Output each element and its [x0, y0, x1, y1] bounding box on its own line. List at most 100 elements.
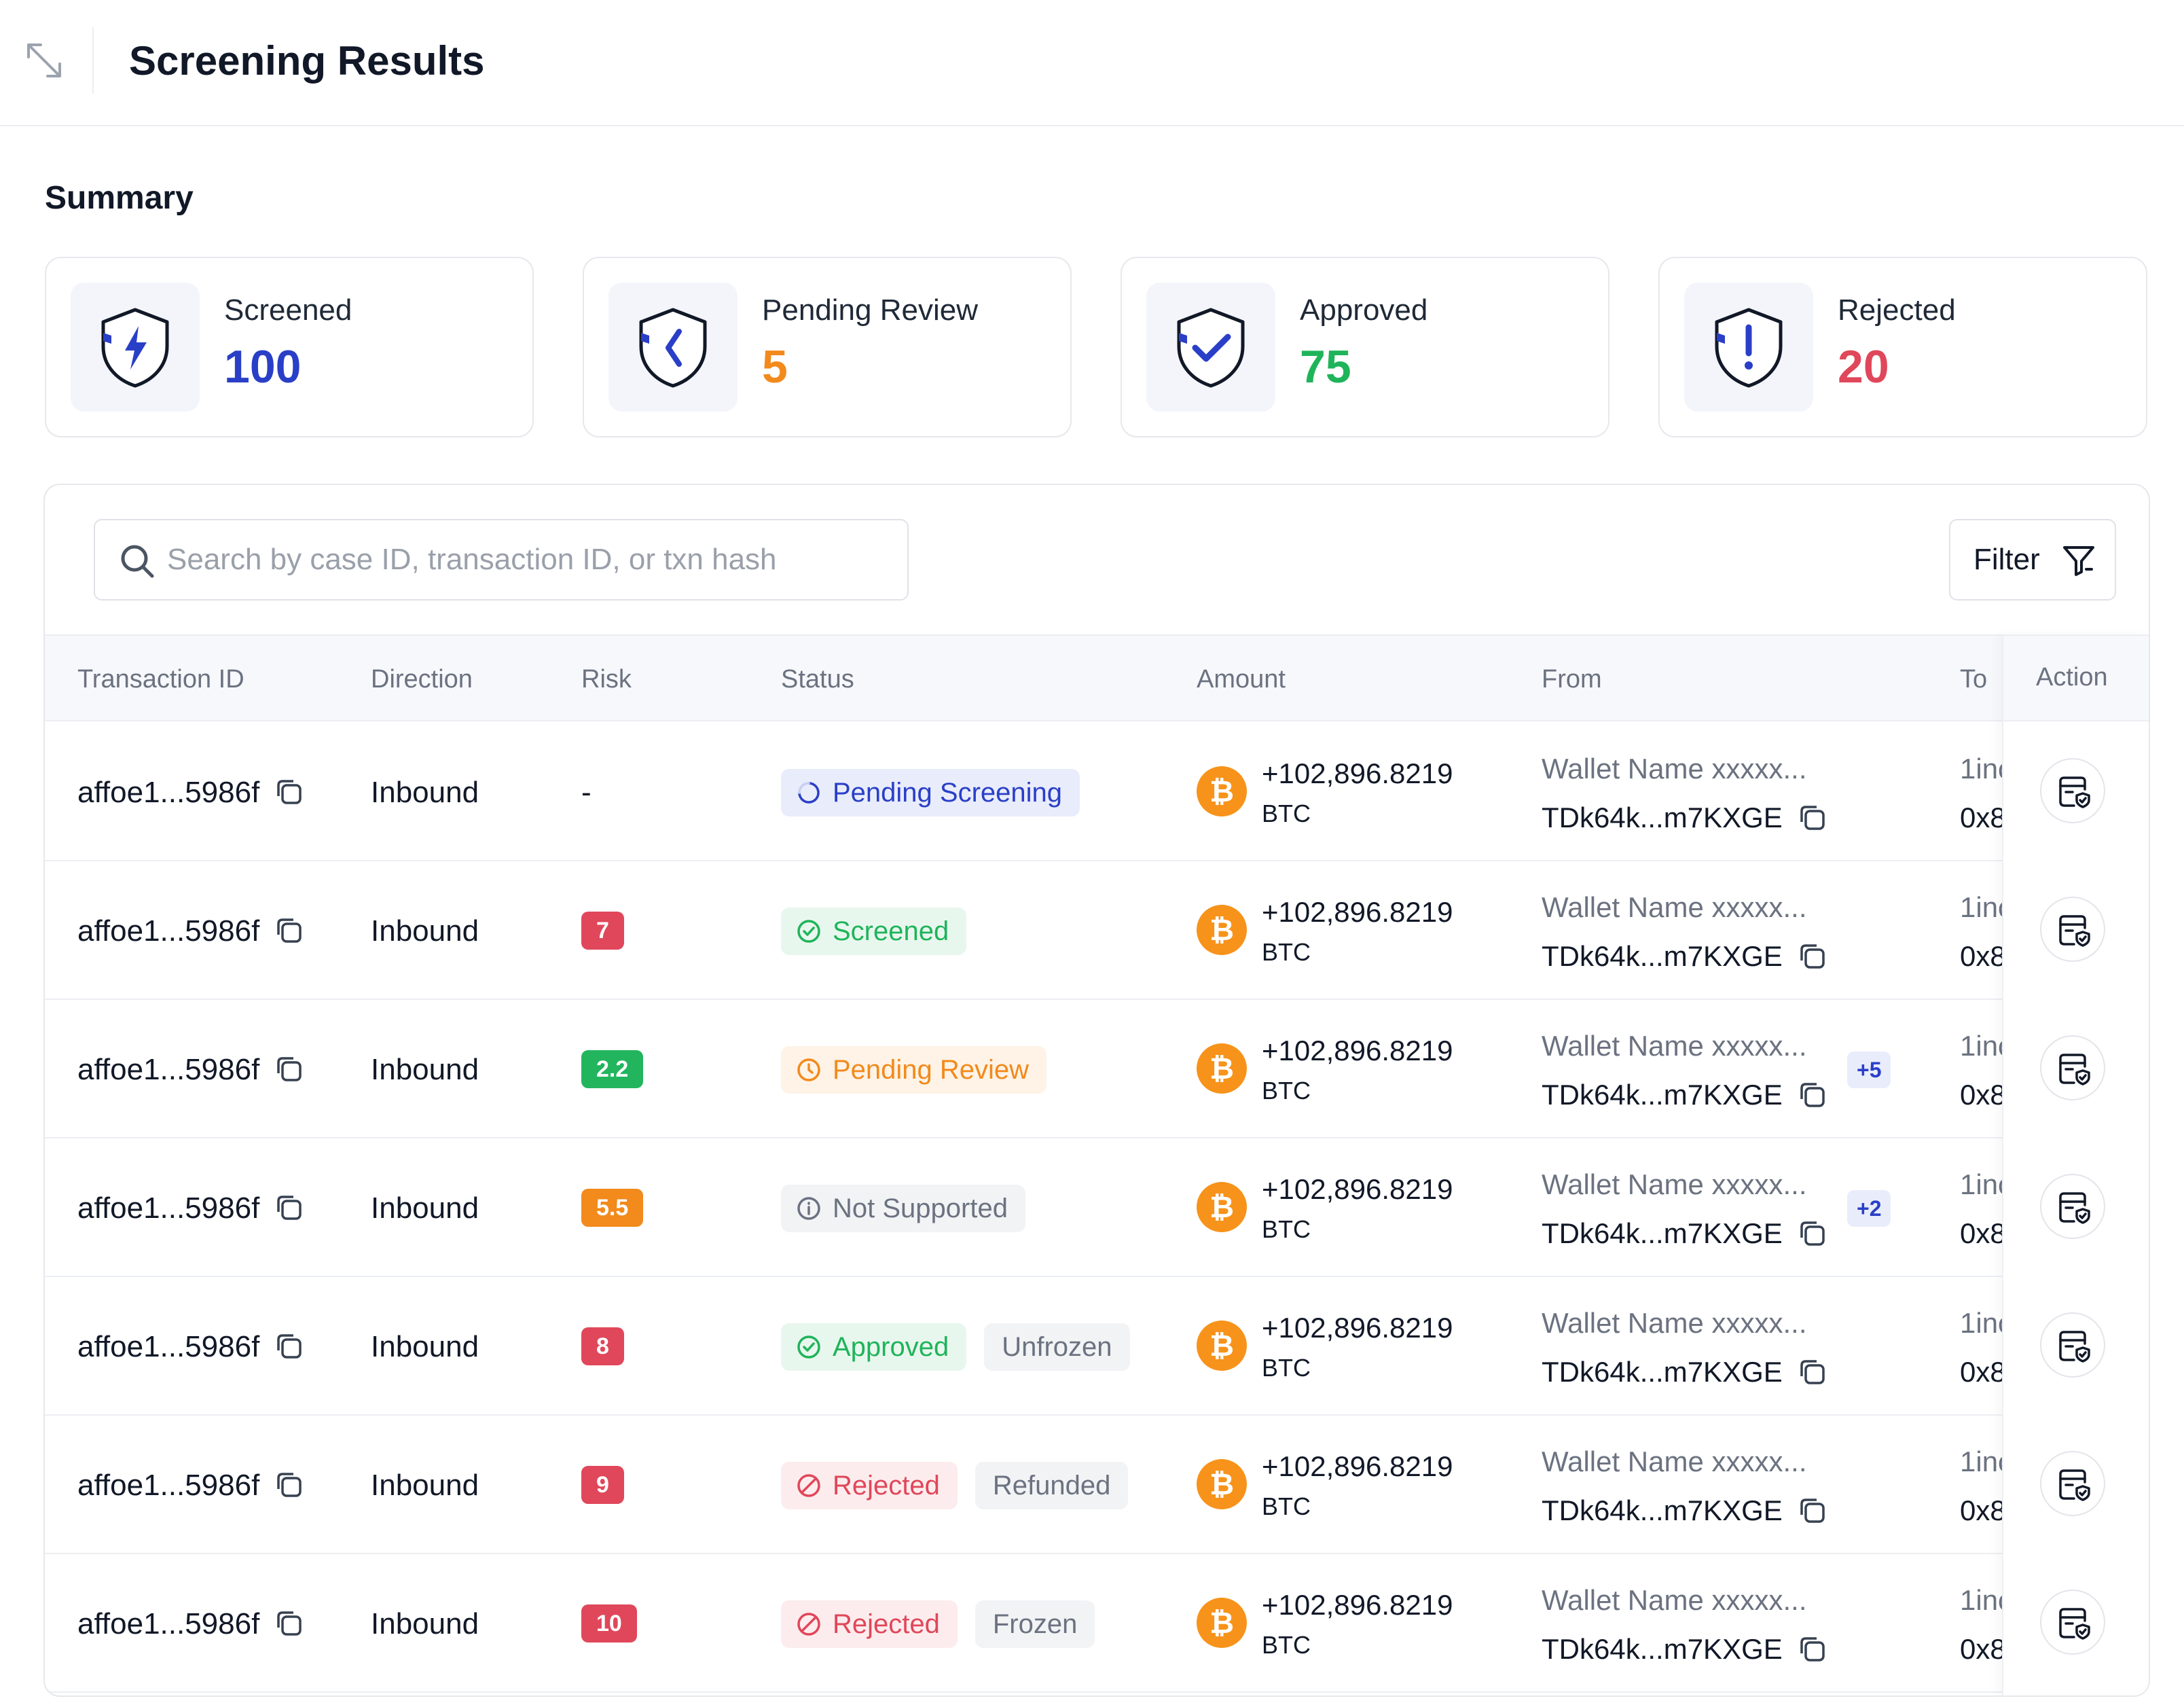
- to-wallet-address: 0x8: [1960, 940, 2006, 972]
- search-input[interactable]: [167, 520, 900, 599]
- card-icon-box: [1684, 283, 1813, 412]
- table-row[interactable]: affoe1...5986f Inbound 8 Approved Unfrozen ₿ +…: [45, 1277, 2149, 1416]
- copy-icon[interactable]: [273, 1469, 304, 1500]
- review-case-button[interactable]: [2040, 1312, 2105, 1378]
- sub-status-badge: Unfrozen: [984, 1323, 1130, 1371]
- copy-icon[interactable]: [273, 1607, 304, 1638]
- risk-score-badge: 8: [581, 1327, 624, 1365]
- table-row[interactable]: affoe1...5986f Inbound - Pending Screening ₿…: [45, 723, 2149, 861]
- copy-icon[interactable]: [273, 1191, 304, 1223]
- svg-text:₿: ₿: [1209, 913, 1234, 948]
- status-text: Rejected: [833, 1471, 940, 1501]
- to-wallet-address: 0x8: [1960, 1217, 2006, 1249]
- risk-score-empty: -: [581, 776, 592, 809]
- table-row[interactable]: affoe1...5986f Inbound 7 Screened ₿ +102,896.…: [45, 861, 2149, 1000]
- direction: Inbound: [371, 776, 479, 809]
- bitcoin-icon: ₿: [1197, 1598, 1247, 1648]
- status-text: Approved: [833, 1332, 949, 1362]
- status-text: Pending Review: [833, 1055, 1030, 1085]
- copy-icon[interactable]: [1796, 802, 1827, 833]
- to-wallet-address: 0x8: [1960, 1494, 2006, 1526]
- card-label: Pending Review: [762, 293, 978, 327]
- table-row[interactable]: affoe1...5986f Inbound 5.5 Not Supported ₿ +1…: [45, 1138, 2149, 1277]
- status-badge: Pending Screening: [781, 769, 1080, 816]
- column-header-from[interactable]: From: [1542, 665, 1602, 694]
- copy-icon[interactable]: [1796, 1633, 1827, 1664]
- status-icon: [796, 780, 833, 806]
- from-address-text: TDk64k...m7KXGE: [1542, 1356, 1783, 1388]
- status-icon: [796, 1057, 833, 1083]
- from-wallet-address: TDk64k...m7KXGE: [1542, 1216, 1827, 1251]
- svg-text:₿: ₿: [1209, 774, 1234, 809]
- copy-icon[interactable]: [273, 1330, 304, 1361]
- review-case-button[interactable]: [2040, 1174, 2105, 1239]
- page-header: Screening Results: [0, 0, 2184, 126]
- amount: +102,896.8219: [1262, 1312, 1453, 1344]
- table-row[interactable]: affoe1...5986f Inbound 2.2 Pending Review ₿ +…: [45, 1000, 2149, 1138]
- from-wallet-name: Wallet Name xxxxx...: [1542, 1030, 1807, 1062]
- transaction-id: affoe1...5986f: [77, 913, 304, 950]
- copy-icon[interactable]: [1796, 1494, 1827, 1526]
- risk-score-badge: 2.2: [581, 1050, 644, 1088]
- status-icon: [796, 1196, 833, 1221]
- more-wallets-badge[interactable]: +5: [1847, 1052, 1891, 1088]
- from-wallet-address: TDk64k...m7KXGE: [1542, 939, 1827, 974]
- copy-icon[interactable]: [1796, 1217, 1827, 1249]
- bitcoin-icon: ₿: [1197, 1321, 1247, 1371]
- svg-text:₿: ₿: [1209, 1190, 1234, 1225]
- status-group: Approved Unfrozen: [781, 1323, 1130, 1371]
- risk-score-badge: 10: [581, 1604, 637, 1643]
- search-box[interactable]: [94, 519, 909, 600]
- column-header-direction[interactable]: Direction: [371, 665, 473, 694]
- column-header-risk[interactable]: Risk: [581, 665, 632, 694]
- transaction-id-text: affoe1...5986f: [77, 1330, 260, 1363]
- summary-card-approved: Approved 75: [1121, 257, 1609, 437]
- column-header-transaction-id[interactable]: Transaction ID: [77, 665, 244, 694]
- copy-icon[interactable]: [1796, 1356, 1827, 1387]
- bitcoin-icon: ₿: [1197, 766, 1247, 816]
- transaction-id: affoe1...5986f: [77, 1190, 304, 1227]
- bitcoin-icon: ₿: [1197, 1043, 1247, 1094]
- copy-icon[interactable]: [273, 1053, 304, 1084]
- svg-text:₿: ₿: [1209, 1606, 1234, 1640]
- direction: Inbound: [371, 1053, 479, 1086]
- column-header-amount[interactable]: Amount: [1197, 665, 1286, 694]
- from-wallet-address: TDk64k...m7KXGE: [1542, 1632, 1827, 1667]
- amount: +102,896.8219: [1262, 1589, 1453, 1621]
- status-text: Screened: [833, 916, 949, 946]
- to-wallet-address: 0x8: [1960, 802, 2006, 833]
- column-header-action: Action: [2003, 634, 2149, 721]
- search-icon: [121, 545, 154, 578]
- card-label: Approved: [1300, 293, 1428, 327]
- column-header-to[interactable]: To: [1960, 665, 1988, 694]
- more-wallets-badge[interactable]: +2: [1847, 1190, 1891, 1227]
- from-address-text: TDk64k...m7KXGE: [1542, 940, 1783, 972]
- column-header-status[interactable]: Status: [781, 665, 854, 694]
- card-icon-box: [71, 283, 200, 412]
- copy-icon[interactable]: [1796, 940, 1827, 971]
- copy-icon[interactable]: [1796, 1079, 1827, 1110]
- review-case-button[interactable]: [2040, 1451, 2105, 1516]
- table-row[interactable]: affoe1...5986f Inbound 10 Rejected Frozen ₿ +1…: [45, 1554, 2149, 1693]
- review-case-button[interactable]: [2040, 1590, 2105, 1655]
- filter-button[interactable]: Filter: [1949, 519, 2116, 600]
- status-text: Not Supported: [833, 1194, 1008, 1223]
- transaction-id-text: affoe1...5986f: [77, 914, 260, 948]
- status-group: Rejected Refunded: [781, 1462, 1129, 1509]
- filter-button-label: Filter: [1973, 543, 2040, 576]
- currency: BTC: [1262, 1631, 1311, 1659]
- from-wallet-name: Wallet Name xxxxx...: [1542, 1168, 1807, 1200]
- table-row[interactable]: affoe1...5986f Inbound 9 Rejected Refunded ₿ +…: [45, 1416, 2149, 1554]
- shield-check-icon: [1177, 308, 1245, 388]
- status-text: Pending Screening: [833, 778, 1063, 808]
- copy-icon[interactable]: [273, 776, 304, 807]
- card-value: 100: [224, 341, 302, 393]
- collapse-icon[interactable]: [23, 39, 65, 82]
- summary-card-rejected: Rejected 20: [1658, 257, 2147, 437]
- copy-icon[interactable]: [273, 914, 304, 946]
- review-case-button[interactable]: [2040, 758, 2105, 823]
- shield-exclamation-icon: [1715, 308, 1783, 388]
- review-case-button[interactable]: [2040, 897, 2105, 962]
- review-case-button[interactable]: [2040, 1035, 2105, 1100]
- page-title: Screening Results: [129, 38, 485, 84]
